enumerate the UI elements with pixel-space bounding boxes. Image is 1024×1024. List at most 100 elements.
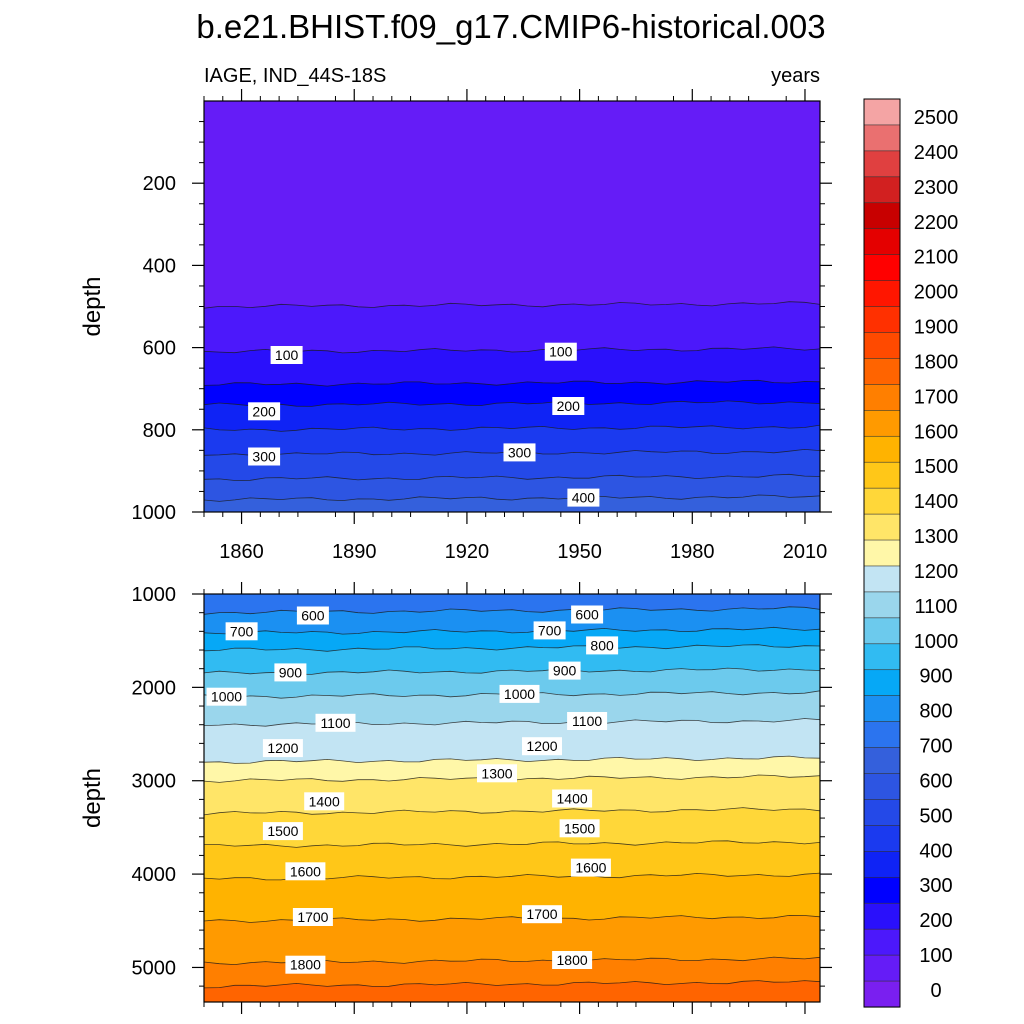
- colorbar-swatch: [863, 513, 901, 541]
- svg-text:1100: 1100: [572, 713, 602, 729]
- colorbar-label: 1200: [914, 561, 959, 583]
- y-tick-label: 4000: [132, 864, 177, 886]
- colorbar-label: 1000: [914, 631, 959, 653]
- svg-text:1000: 1000: [504, 686, 535, 702]
- colorbar-label: 500: [919, 805, 952, 827]
- y-tick-label: 5000: [132, 957, 177, 979]
- contour-label: 1400: [304, 792, 345, 811]
- svg-text:700: 700: [538, 622, 562, 638]
- colorbar-swatch: [863, 669, 901, 697]
- colorbar-swatch: [863, 980, 901, 1008]
- colorbar-swatch: [863, 954, 901, 982]
- contour-label: 900: [274, 663, 307, 682]
- colorbar-label: 2000: [914, 282, 959, 304]
- contour-band-0-50: [204, 101, 820, 309]
- contour-label: 1200: [262, 739, 303, 758]
- svg-text:200: 200: [557, 398, 581, 414]
- contour-line-100: [204, 346, 820, 354]
- upper-depth-contour-plot: 100 100 200 200 300 300 400 1860 1890 1920 1950 198…: [79, 89, 832, 563]
- contour-label: 900: [548, 661, 581, 680]
- svg-text:1500: 1500: [564, 820, 595, 836]
- contour-label: 1300: [477, 764, 517, 783]
- colorbar-swatch: [863, 799, 901, 827]
- colorbar-swatch: [863, 254, 901, 282]
- svg-text:800: 800: [590, 637, 614, 653]
- contour-line-250: [204, 424, 820, 432]
- x-tick-label: 1860: [219, 541, 264, 563]
- colorbar-swatch: [863, 228, 901, 256]
- colorbar: 0 100 200 300 400 500 600 700 800 900 1000 1100 1200…: [863, 98, 959, 1008]
- colorbar-label: 2500: [914, 107, 959, 129]
- figure-title: b.e21.BHIST.f09_g17.CMIP6-historical.003: [196, 8, 825, 45]
- contour-line-1200: [204, 755, 820, 764]
- contour-line-200: [204, 400, 820, 407]
- colorbar-swatch: [863, 695, 901, 723]
- colorbar-swatch: [863, 98, 901, 126]
- svg-text:1700: 1700: [526, 906, 557, 922]
- contour-label: 800: [586, 636, 619, 655]
- contour-line-1500: [204, 840, 820, 848]
- svg-text:100: 100: [275, 347, 299, 363]
- colorbar-swatch: [863, 332, 901, 360]
- svg-text:1400: 1400: [557, 791, 588, 807]
- contour-label: 400: [567, 488, 600, 507]
- contour-line-1900: [204, 980, 820, 989]
- variable-region-label: IAGE, IND_44S-18S: [204, 65, 386, 87]
- colorbar-label: 1600: [914, 421, 959, 443]
- contour-label: 1600: [570, 858, 611, 877]
- svg-text:300: 300: [252, 449, 276, 465]
- colorbar-swatch: [863, 747, 901, 775]
- colorbar-label: 800: [919, 701, 952, 723]
- colorbar-swatch: [863, 306, 901, 334]
- colorbar-swatch: [863, 435, 901, 463]
- contour-label: 1000: [499, 684, 540, 703]
- y-tick-label: 1000: [132, 584, 177, 606]
- contour-line-900: [204, 667, 820, 675]
- svg-text:1300: 1300: [481, 765, 512, 781]
- contour-band-50-100: [204, 301, 820, 354]
- colorbar-label: 0: [930, 980, 941, 1002]
- colorbar-label: 1700: [914, 386, 959, 408]
- contour-label: 1700: [292, 908, 333, 926]
- colorbar-label: 1500: [914, 456, 959, 478]
- x-tick-label: 1950: [557, 541, 602, 563]
- svg-text:1200: 1200: [267, 740, 298, 756]
- contour-label: 300: [248, 447, 281, 466]
- contour-line-1400: [204, 807, 820, 816]
- colorbar-swatch: [863, 150, 901, 178]
- colorbar-swatch: [863, 617, 901, 645]
- svg-text:1800: 1800: [557, 952, 588, 968]
- contour-label: 1500: [559, 819, 600, 838]
- colorbar-swatch: [863, 591, 901, 619]
- contour-label: 600: [571, 605, 604, 624]
- contour-label: 1800: [285, 955, 326, 974]
- contour-label: 1500: [262, 822, 303, 841]
- colorbar-swatch: [863, 773, 901, 801]
- colorbar-swatch: [863, 280, 901, 308]
- x-tick-label: 1920: [445, 541, 490, 563]
- contour-line-150: [204, 379, 820, 387]
- y-axis-label: depth: [79, 768, 106, 828]
- colorbar-swatch: [863, 902, 901, 930]
- y-tick-label: 600: [143, 338, 176, 360]
- svg-text:300: 300: [508, 444, 532, 460]
- colorbar-label: 1800: [914, 351, 959, 373]
- contour-line-350: [204, 473, 820, 481]
- contour-label: 700: [225, 622, 258, 641]
- colorbar-swatch: [863, 202, 901, 230]
- lower-depth-contour-plot: 600 600 700 700 800 900 900 1000 1000 1100 1100 120…: [79, 582, 832, 1014]
- contour-line-1100: [204, 718, 820, 727]
- colorbar-label: 2400: [914, 142, 959, 164]
- contour-line-400: [204, 494, 820, 502]
- svg-text:400: 400: [572, 490, 596, 506]
- colorbar-swatch: [863, 825, 901, 852]
- colorbar-label: 1400: [914, 491, 959, 513]
- contour-line-800: [204, 644, 820, 652]
- colorbar-swatch: [863, 539, 901, 567]
- units-label: years: [771, 65, 820, 87]
- svg-text:700: 700: [230, 623, 254, 639]
- y-tick-label: 800: [143, 420, 176, 442]
- y-tick-label: 200: [143, 173, 176, 195]
- colorbar-frame: [863, 98, 901, 1008]
